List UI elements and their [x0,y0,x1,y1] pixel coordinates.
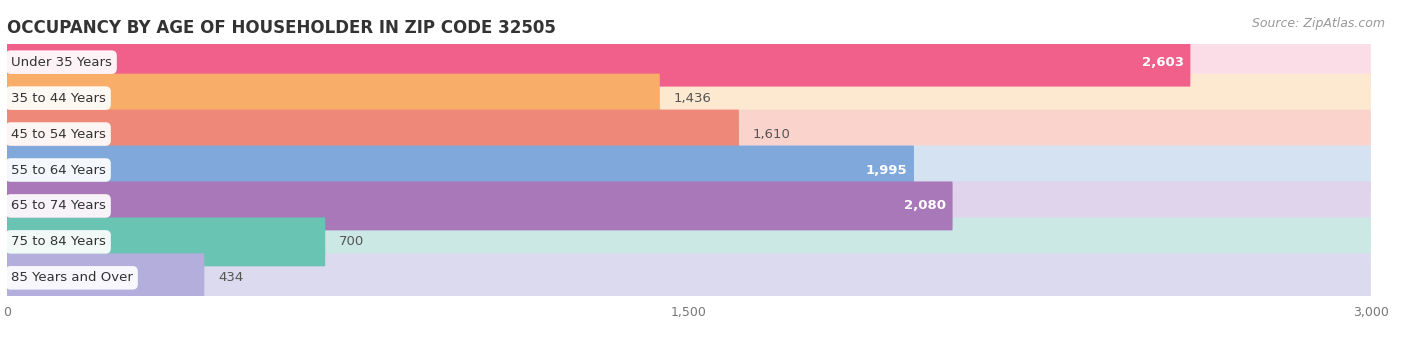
Text: 1,610: 1,610 [752,128,790,140]
Text: 1,995: 1,995 [866,164,907,176]
Text: 45 to 54 Years: 45 to 54 Years [11,128,105,140]
FancyBboxPatch shape [7,38,1191,87]
FancyBboxPatch shape [7,218,325,266]
Text: 2,080: 2,080 [904,200,946,212]
FancyBboxPatch shape [7,146,1371,194]
Text: 2,603: 2,603 [1142,56,1184,69]
Text: 35 to 44 Years: 35 to 44 Years [11,91,105,105]
FancyBboxPatch shape [7,38,1371,87]
Text: 700: 700 [339,235,364,249]
Text: 434: 434 [218,271,243,284]
FancyBboxPatch shape [7,218,1371,266]
FancyBboxPatch shape [7,146,914,194]
FancyBboxPatch shape [7,74,1371,122]
FancyBboxPatch shape [7,109,1371,158]
Text: 85 Years and Over: 85 Years and Over [11,271,132,284]
Text: 75 to 84 Years: 75 to 84 Years [11,235,105,249]
Text: 55 to 64 Years: 55 to 64 Years [11,164,105,176]
FancyBboxPatch shape [7,253,204,302]
Text: 65 to 74 Years: 65 to 74 Years [11,200,105,212]
Text: 1,436: 1,436 [673,91,711,105]
Text: OCCUPANCY BY AGE OF HOUSEHOLDER IN ZIP CODE 32505: OCCUPANCY BY AGE OF HOUSEHOLDER IN ZIP C… [7,19,555,37]
FancyBboxPatch shape [7,182,1371,231]
FancyBboxPatch shape [7,109,740,158]
Text: Under 35 Years: Under 35 Years [11,56,111,69]
FancyBboxPatch shape [7,253,1371,302]
FancyBboxPatch shape [7,182,953,231]
Text: Source: ZipAtlas.com: Source: ZipAtlas.com [1251,17,1385,30]
FancyBboxPatch shape [7,74,659,122]
